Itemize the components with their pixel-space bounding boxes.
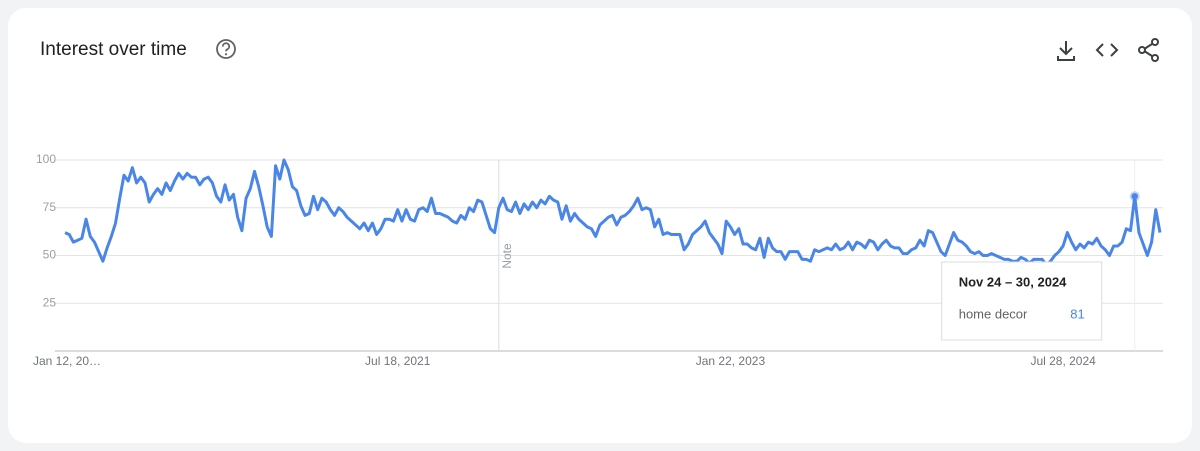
chart-title: Interest over time — [40, 39, 187, 60]
x-tick-label: Jan 22, 2023 — [696, 354, 766, 368]
tooltip-value: 81 — [1070, 306, 1084, 321]
help-icon[interactable] — [216, 39, 236, 59]
hover-dot — [1131, 193, 1138, 200]
x-tick-label: Jul 28, 2024 — [1030, 354, 1096, 368]
tooltip: Nov 24 – 30, 2024 home decor 81 — [941, 261, 1103, 341]
note-label: Note — [500, 243, 514, 269]
download-icon[interactable] — [1057, 41, 1075, 61]
y-tick-label: 75 — [43, 200, 57, 214]
series-line — [64, 158, 1162, 267]
y-tick-label: 25 — [43, 295, 57, 309]
y-tick-label: 50 — [43, 248, 57, 262]
share-icon[interactable] — [1138, 38, 1159, 62]
x-tick-label: Jul 18, 2021 — [365, 354, 431, 368]
tooltip-title: Nov 24 – 30, 2024 — [959, 274, 1067, 289]
tooltip-series: home decor — [959, 306, 1028, 321]
plot: 25 50 75 100 Jan 12, 20… Jul 18, 2021 Jan 22, … — [33, 152, 1163, 368]
y-tick-label: 100 — [36, 152, 56, 166]
embed-icon[interactable] — [1095, 43, 1119, 57]
tooltip-box — [941, 261, 1103, 341]
x-tick-label: Jan 12, 20… — [33, 354, 101, 368]
